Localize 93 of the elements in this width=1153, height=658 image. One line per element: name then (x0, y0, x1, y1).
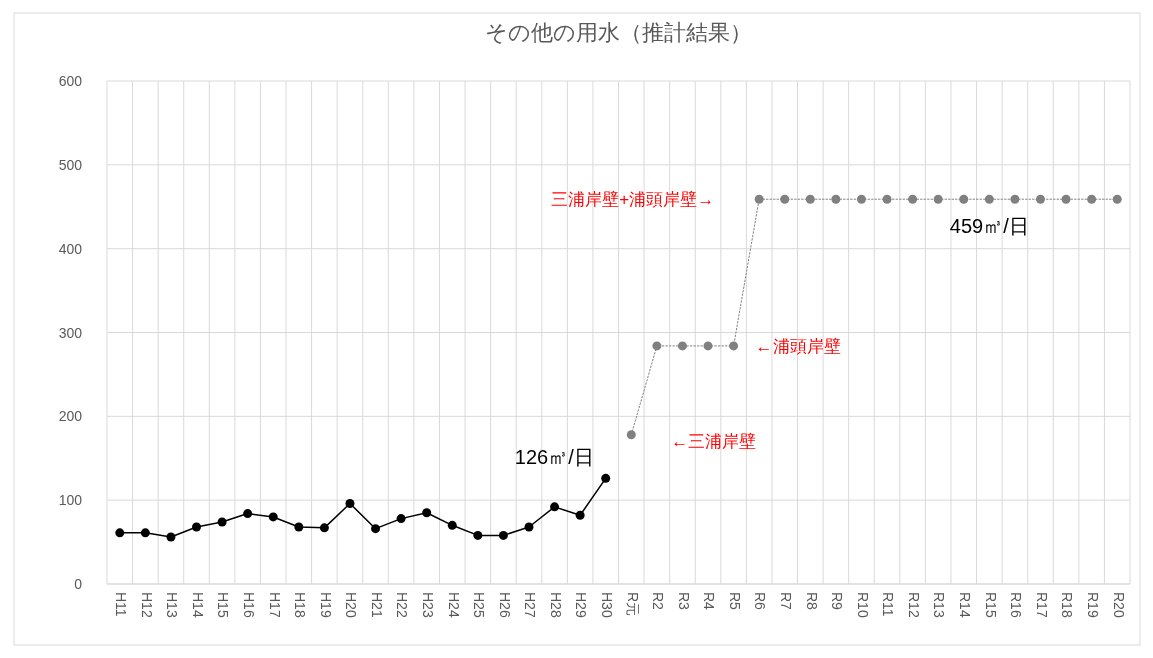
x-tick-label: R10 (854, 592, 871, 618)
annotation: ←浦頭岸壁 (755, 336, 841, 356)
point (371, 524, 381, 534)
point (677, 341, 687, 351)
x-tick-label: H24 (445, 592, 462, 618)
x-tick-label: H28 (547, 592, 564, 618)
x-tick-label: H16 (240, 592, 257, 618)
x-tick-label: R4 (701, 592, 718, 611)
point (652, 341, 662, 351)
point (1035, 194, 1045, 204)
x-tick-label: R13 (931, 592, 948, 618)
point (550, 502, 560, 512)
x-tick-label: H26 (496, 592, 513, 618)
x-tick-label: R9 (829, 592, 846, 611)
x-tick-label: R6 (752, 592, 769, 611)
x-tick-label: H14 (189, 592, 206, 618)
x-tick-label: H20 (343, 592, 360, 618)
x-tick-label: H22 (394, 592, 411, 618)
x-tick-label: H17 (266, 592, 283, 618)
point (703, 341, 713, 351)
point (575, 510, 585, 520)
x-tick-label: R8 (803, 592, 820, 611)
annotation: 三浦岸壁+浦頭岸壁→ (551, 190, 715, 210)
x-tick-label: H11 (113, 592, 130, 617)
point (805, 194, 815, 204)
point (1112, 194, 1122, 204)
point (933, 194, 943, 204)
point (754, 194, 764, 204)
x-tick-label: R3 (675, 592, 692, 611)
point (422, 508, 432, 518)
annotation: 459㎥/日 (949, 215, 1029, 238)
x-tick-label: R5 (726, 592, 743, 611)
x-tick-label: H13 (164, 592, 181, 618)
x-tick-label: H19 (317, 592, 334, 618)
point (319, 523, 329, 533)
x-tick-label: R16 (1008, 592, 1025, 618)
point (447, 520, 457, 530)
x-tick-label: R17 (1033, 592, 1050, 618)
point (166, 532, 176, 542)
x-tick-label: H21 (368, 592, 385, 618)
point (780, 194, 790, 204)
point (243, 509, 253, 519)
x-tick-label: R7 (778, 592, 795, 611)
x-tick-label: R12 (905, 592, 922, 618)
annotation: ←三浦岸壁 (671, 431, 757, 451)
x-tick-label: R11 (880, 592, 897, 617)
point (831, 194, 841, 204)
x-tick-label: H29 (573, 592, 590, 618)
x-tick-label: R2 (650, 592, 667, 611)
x-tick-label: R15 (982, 592, 999, 618)
y-tick-label: 0 (74, 576, 83, 592)
x-tick-label: H18 (292, 592, 309, 618)
annotation: 126㎥/日 (514, 446, 594, 469)
x-tick-label: H27 (522, 592, 539, 618)
x-tick-label: R14 (957, 592, 974, 618)
point (345, 499, 355, 509)
x-tick-label: R19 (1084, 592, 1101, 618)
point (268, 512, 278, 522)
point (856, 194, 866, 204)
y-tick-label: 300 (58, 324, 83, 341)
point (217, 517, 227, 527)
point (524, 522, 534, 532)
y-tick-label: 100 (58, 492, 83, 509)
point (908, 194, 918, 204)
point (473, 530, 483, 540)
x-tick-label: H25 (471, 592, 488, 618)
x-tick-label: R18 (1059, 592, 1076, 618)
point (729, 341, 739, 351)
point (984, 194, 994, 204)
y-tick-label: 600 (58, 73, 83, 89)
x-tick-label: R20 (1110, 592, 1127, 618)
point (294, 522, 304, 532)
x-tick-label: H15 (215, 592, 232, 618)
point (140, 528, 150, 538)
chart-title: その他の用水（推計結果） (485, 20, 752, 45)
point (1087, 194, 1097, 204)
point (601, 473, 611, 483)
x-tick-label: H30 (599, 592, 616, 618)
x-tick-label: R元 (624, 592, 641, 617)
point (626, 430, 636, 440)
x-tick-label: H12 (138, 592, 155, 618)
y-tick-label: 400 (58, 240, 83, 257)
point (192, 522, 202, 532)
point (1061, 194, 1071, 204)
point (396, 514, 406, 524)
point (959, 194, 969, 204)
x-tick-label: H23 (419, 592, 436, 618)
y-tick-label: 500 (58, 156, 83, 173)
point (882, 194, 892, 204)
point (498, 530, 508, 540)
point (1010, 194, 1020, 204)
point (115, 528, 125, 538)
y-tick-label: 200 (58, 408, 83, 425)
